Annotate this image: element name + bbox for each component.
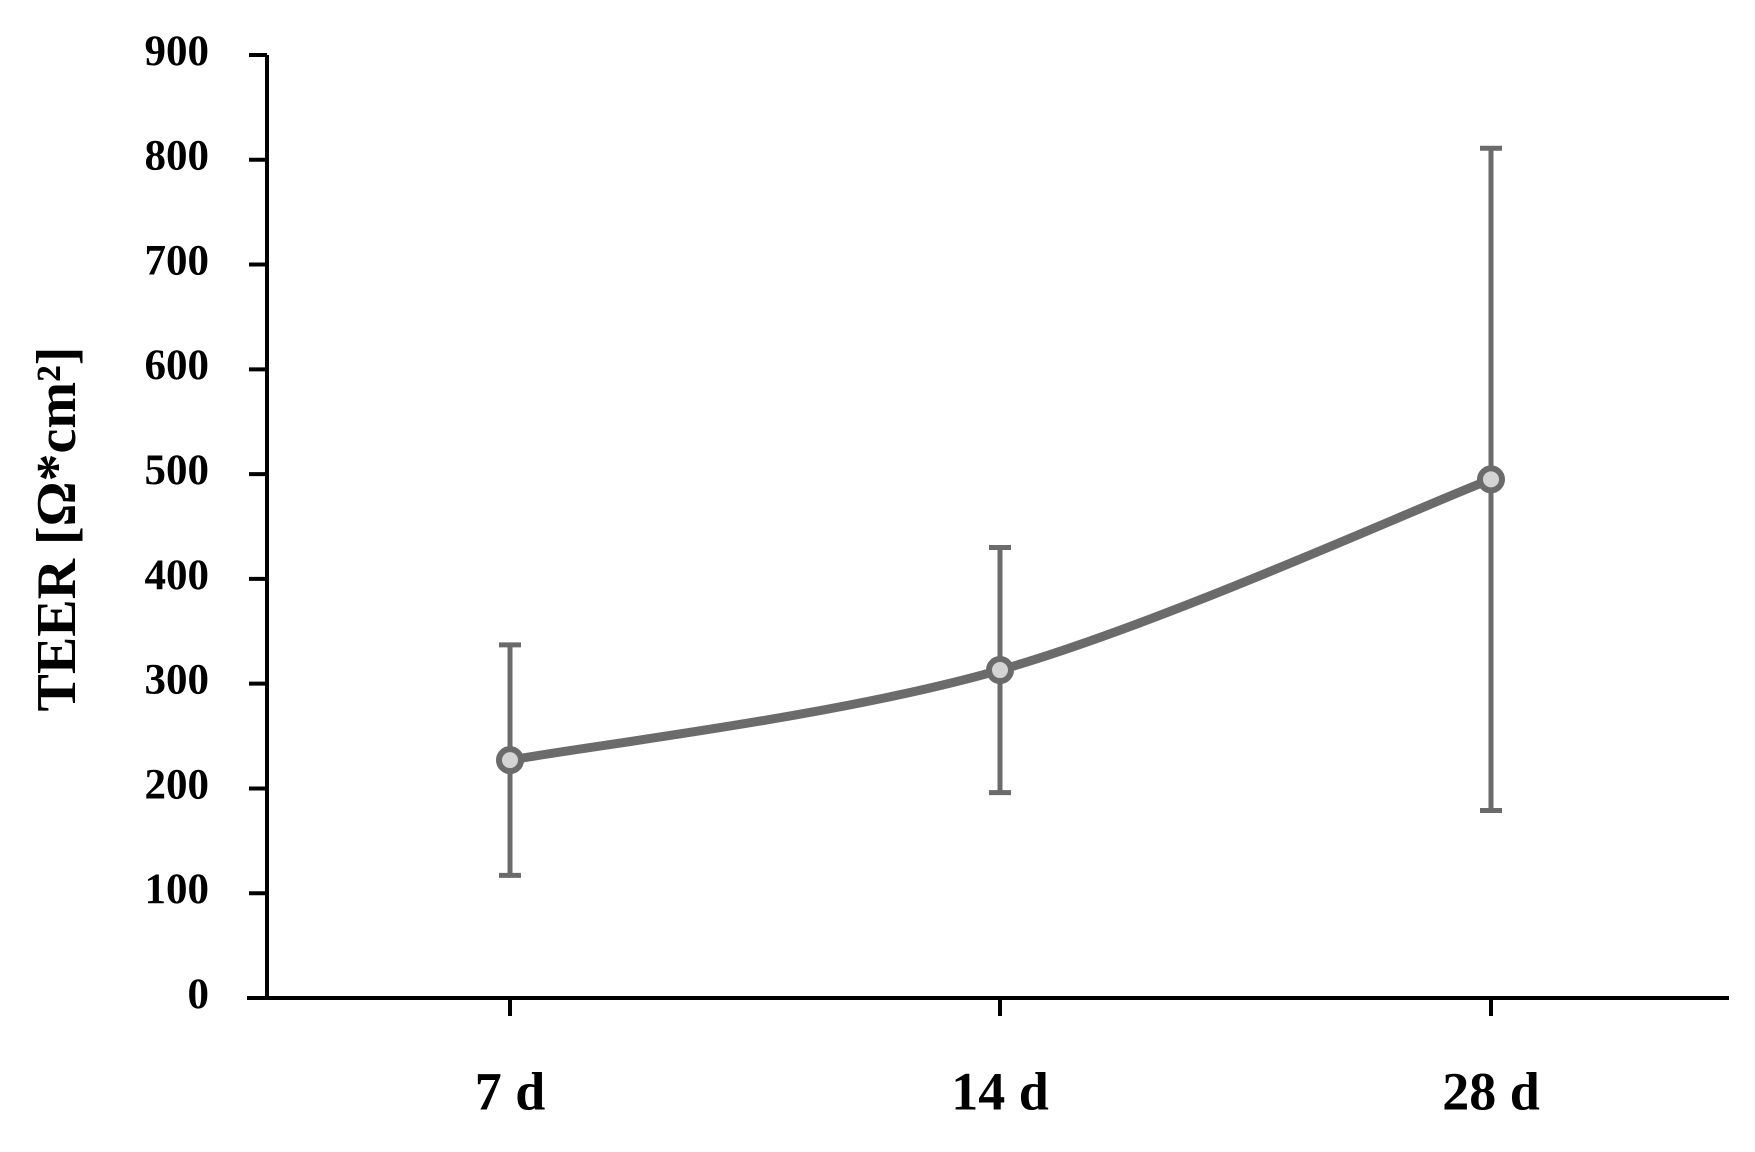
y-tick-label: 600 (145, 342, 210, 389)
x-tick-label: 14 d (951, 1061, 1049, 1121)
y-tick-label: 300 (145, 657, 210, 704)
y-tick-label: 500 (145, 447, 210, 494)
x-tick-label: 28 d (1442, 1061, 1540, 1121)
y-tick-label: 400 (145, 552, 210, 599)
y-tick-label: 700 (145, 237, 210, 284)
x-tick-label: 7 d (475, 1061, 546, 1121)
y-tick-label: 900 (145, 28, 210, 75)
marker (1477, 465, 1505, 494)
marker (496, 746, 524, 775)
y-tick-label: 200 (145, 761, 210, 808)
y-tick-label: 0 (188, 971, 210, 1018)
marker (986, 656, 1014, 685)
y-tick-label: 100 (145, 866, 210, 913)
y-tick-label: 800 (145, 133, 210, 180)
y-axis-label: TEER [Ω*cm²] (26, 347, 88, 712)
